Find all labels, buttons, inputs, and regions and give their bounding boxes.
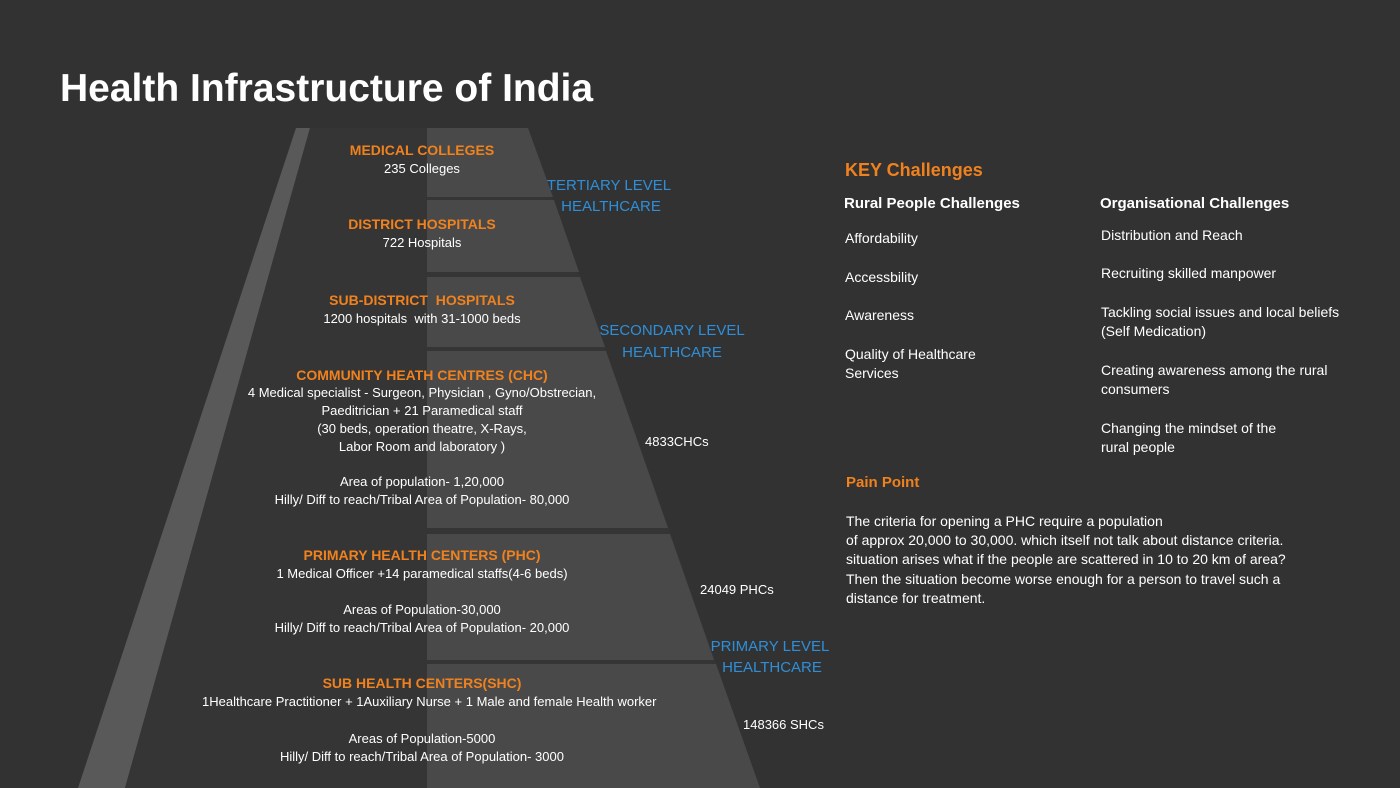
care-level: SECONDARY LEVEL <box>599 322 745 339</box>
level-detail: 235 Colleges <box>384 161 460 176</box>
level-detail: Hilly/ Diff to reach/Tribal Area of Popu… <box>274 492 570 507</box>
column-title: Rural People Challenges <box>844 195 1020 212</box>
care-level: TERTIARY LEVEL <box>546 177 672 194</box>
level-count: 148366 SHCs <box>743 717 824 732</box>
paragraph-line: The criteria for opening a PHC require a… <box>846 513 1163 529</box>
level-detail: Hilly/ Diff to reach/Tribal Area of Popu… <box>280 749 564 764</box>
tier-band <box>427 664 760 788</box>
challenge: Tackling social issues and local beliefs <box>1101 304 1340 320</box>
section-title: KEY Challenges <box>845 160 983 180</box>
paragraph-line: of approx 20,000 to 30,000. which itself… <box>846 532 1284 548</box>
challenge: Awareness <box>845 307 915 323</box>
challenge: Affordability <box>845 230 918 246</box>
level-detail: Areas of Population-5000 <box>348 731 496 746</box>
challenge: Quality of Healthcare <box>845 346 976 362</box>
tier-band <box>427 351 668 528</box>
level-name: COMMUNITY HEATH CENTRES (CHC) <box>296 367 548 383</box>
level-detail: 1Healthcare Practitioner + 1Auxiliary Nu… <box>202 694 657 709</box>
level-detail: 722 Hospitals <box>382 235 462 250</box>
level-detail: 1 Medical Officer +14 paramedical staffs… <box>276 566 568 581</box>
challenge: consumers <box>1101 381 1170 397</box>
level-detail: (30 beds, operation theatre, X-Rays, <box>317 421 527 436</box>
section-title: Pain Point <box>846 474 920 491</box>
level-detail: Paeditrician + 21 Paramedical staff <box>321 403 523 418</box>
paragraph-line: Then the situation become worse enough f… <box>846 571 1281 587</box>
care-level: HEALTHCARE <box>722 659 822 676</box>
tier-band <box>427 277 605 347</box>
challenge: Services <box>845 365 899 381</box>
care-level: PRIMARY LEVEL <box>710 638 830 655</box>
level-detail: Areas of Population-30,000 <box>343 602 501 617</box>
care-level: HEALTHCARE <box>622 344 722 361</box>
level-detail: Labor Room and laboratory ) <box>338 439 506 454</box>
tier-band <box>427 128 553 197</box>
challenge: Creating awareness among the rural <box>1101 362 1328 378</box>
tier-band <box>427 200 579 272</box>
level-detail: Hilly/ Diff to reach/Tribal Area of Popu… <box>274 620 570 635</box>
care-level: HEALTHCARE <box>561 198 661 215</box>
level-name: DISTRICT HOSPITALS <box>348 216 496 232</box>
level-detail: Area of population- 1,20,000 <box>339 474 505 489</box>
level-name: MEDICAL COLLEGES <box>349 142 495 158</box>
pyramid-edge <box>78 128 310 788</box>
level-name: SUB-DISTRICT HOSPITALS <box>329 292 515 308</box>
paragraph-line: distance for treatment. <box>846 590 986 606</box>
tier-band <box>427 534 714 660</box>
level-name: PRIMARY HEALTH CENTERS (PHC) <box>303 547 541 563</box>
level-count: 4833CHCs <box>645 434 709 449</box>
level-name: SUB HEALTH CENTERS(SHC) <box>322 675 522 691</box>
challenge: Recruiting skilled manpower <box>1101 265 1277 281</box>
challenge: Distribution and Reach <box>1101 227 1243 243</box>
title: Health Infrastructure of India <box>60 67 594 110</box>
paragraph-line: situation arises what if the people are … <box>846 551 1286 567</box>
level-detail: 1200 hospitals with 31-1000 beds <box>323 311 521 326</box>
challenge: rural people <box>1101 439 1175 455</box>
column-title: Organisational Challenges <box>1100 195 1290 212</box>
challenge: Accessbility <box>845 269 919 285</box>
challenge: (Self Medication) <box>1101 323 1207 339</box>
challenge: Changing the mindset of the <box>1101 420 1277 436</box>
level-detail: 4 Medical specialist - Surgeon, Physicia… <box>247 385 597 400</box>
level-count: 24049 PHCs <box>700 582 774 597</box>
